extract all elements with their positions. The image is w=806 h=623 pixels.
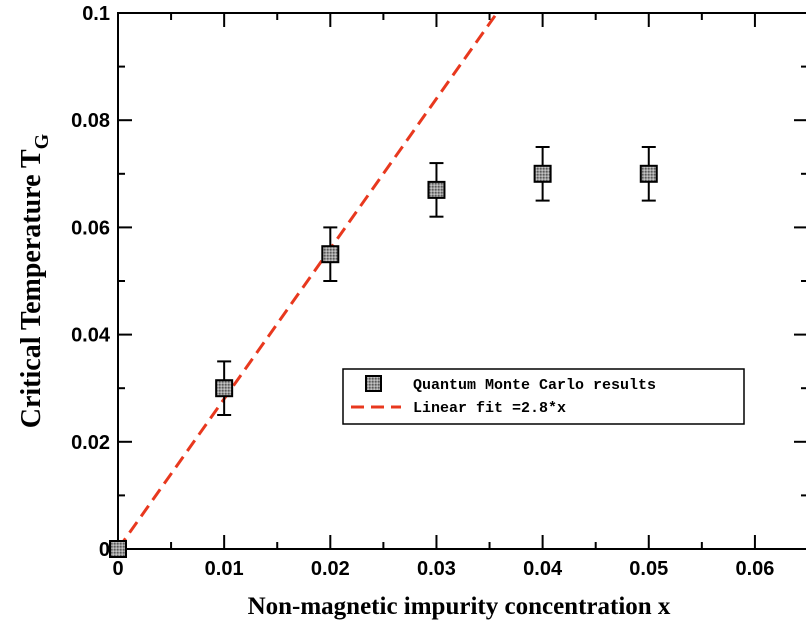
plot-border [117,12,806,550]
y-tick-label: 0.04 [71,325,111,347]
linear-fit-line [118,13,499,549]
tick-labels: 0 0.01 0.02 0.03 0.04 0.05 0.06 0 0.02 0.04 0.06 0.… [71,3,774,580]
data-point [321,245,340,264]
legend-label-fit: Linear fit =2.8*x [413,400,566,417]
x-tick-label: 0.04 [523,558,563,580]
data-point [427,180,446,199]
legend-box [342,368,745,425]
x-tick-label: 0.06 [735,558,774,580]
data-point [639,164,658,183]
data-point [109,540,127,558]
data-point [215,379,234,398]
y-axis-title-main: Critical Temperature T [16,149,47,428]
y-tick-label: 0.06 [71,217,110,239]
y-tick-label: 0 [99,539,110,561]
x-tick-label: 0.03 [417,558,456,580]
plot-frame [117,12,806,550]
data-points-layer [109,146,658,558]
legend-marker-qmc [365,375,382,392]
fit-line-layer [118,13,499,549]
data-point [533,164,552,183]
y-tick-label: 0.02 [71,432,110,454]
y-axis-title-subscript: G [31,133,53,149]
legend-label-qmc: Quantum Monte Carlo results [413,377,656,394]
y-tick-label: 0.08 [71,110,110,132]
x-axis-title: Non-magnetic impurity concentration x [248,593,671,620]
y-tick-label: 0.1 [82,3,110,25]
y-axis-title: Critical Temperature TG [16,133,53,428]
x-tick-label: 0 [112,558,123,580]
x-tick-label: 0.01 [205,558,244,580]
x-tick-label: 0.05 [629,558,668,580]
axis-ticks [117,12,806,550]
x-tick-label: 0.02 [311,558,350,580]
legend: Quantum Monte Carlo results Linear fit =2… [342,368,745,425]
